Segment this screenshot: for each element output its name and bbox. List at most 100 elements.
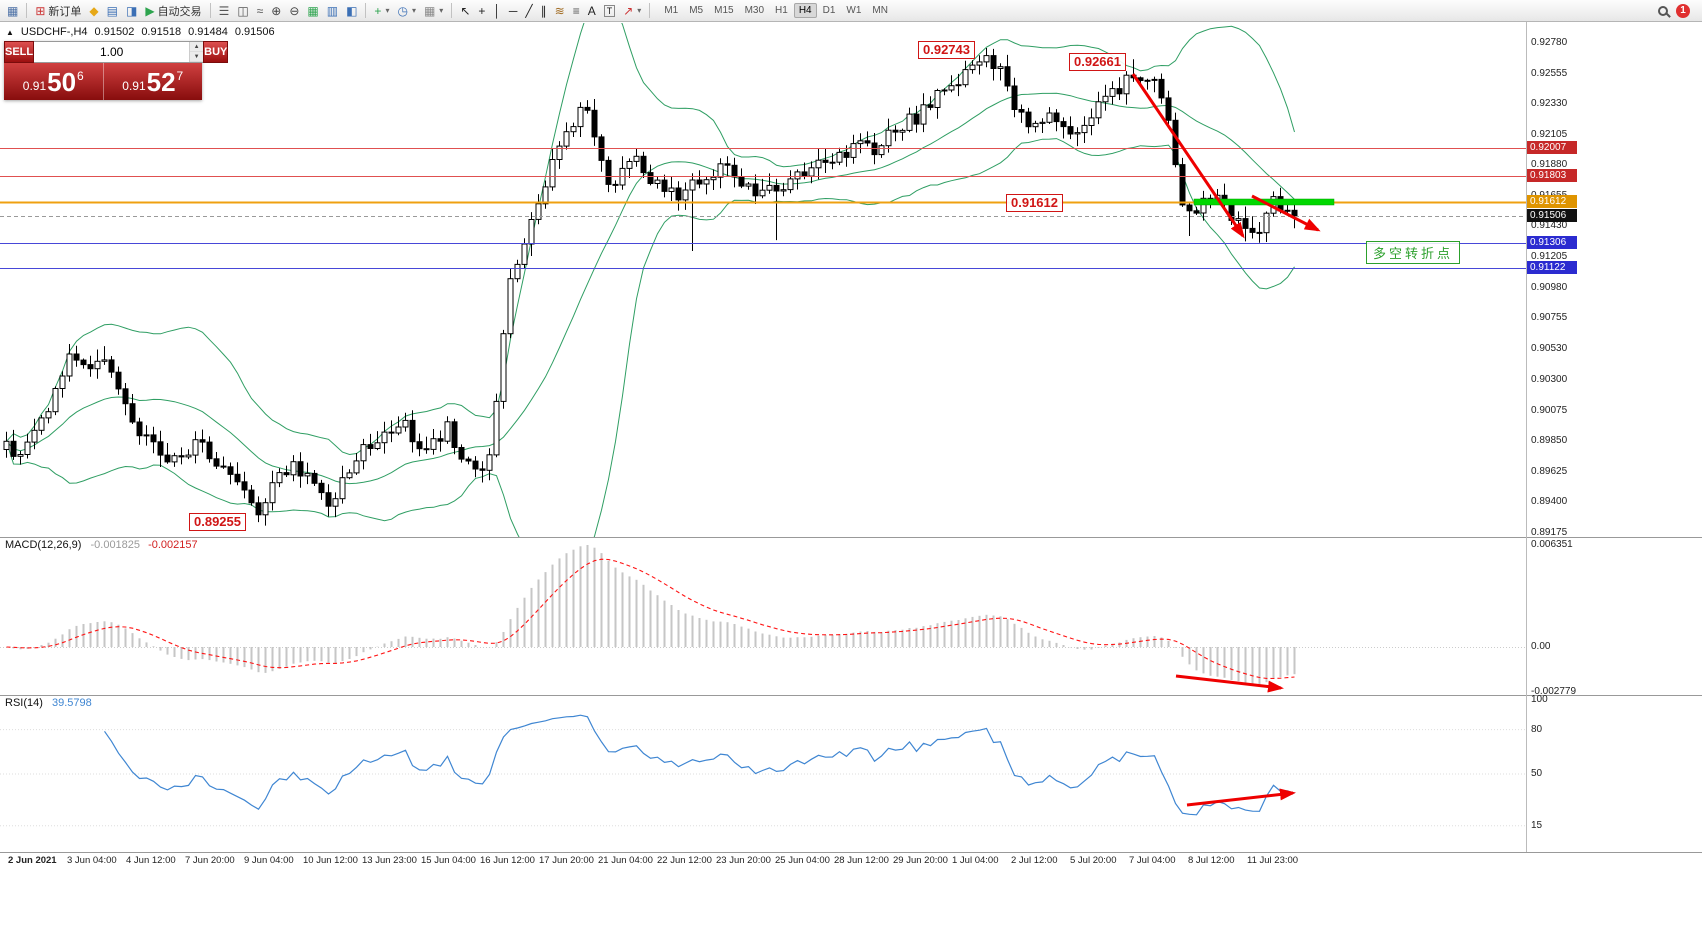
tile-windows-icon[interactable]: ▦ <box>304 2 321 20</box>
ask-price[interactable]: 0.91 52 7 <box>104 63 203 100</box>
timeframe-button-mn[interactable]: MN <box>872 5 888 16</box>
timeframe-button-d1[interactable]: D1 <box>822 5 836 16</box>
search-icon[interactable] <box>1658 5 1668 16</box>
zoom-in-icon[interactable]: ⊕ <box>268 2 284 20</box>
label-icon[interactable]: T <box>601 2 619 20</box>
fibonacci-icon[interactable]: ≋ <box>552 2 568 20</box>
rsi-line <box>104 714 1295 816</box>
wallet-icon[interactable]: ◆ <box>86 2 101 20</box>
date-axis-label: 9 Jun 04:00 <box>244 855 294 866</box>
toolbar-separator <box>649 3 651 18</box>
crosshair-icon[interactable]: + <box>475 2 488 20</box>
line-chart-icon-glyph: ≈ <box>256 3 264 18</box>
cursor-icon[interactable]: ↖ <box>457 2 473 20</box>
levels-icon[interactable]: ≡ <box>570 2 583 20</box>
volume-input[interactable] <box>34 42 190 62</box>
bollinger-middle-band <box>6 92 1295 485</box>
downtrend-arrow[interactable] <box>1131 73 1245 239</box>
new-order-button[interactable]: ⊞ 新订单 <box>32 2 84 20</box>
ask-pipette: 7 <box>176 68 184 83</box>
date-axis-label: 23 Jun 20:00 <box>716 855 771 866</box>
date-axis-label: 15 Jun 04:00 <box>421 855 476 866</box>
macd-downtrend-arrow[interactable] <box>1175 674 1284 693</box>
main-price-chart <box>0 23 1526 537</box>
arrange-windows-icon[interactable]: ▥ <box>324 2 341 20</box>
macd-signal-line <box>6 558 1295 680</box>
date-axis-label: 5 Jul 20:00 <box>1070 855 1117 866</box>
toolbar-group: ☰ ◫ ≈ ⊕ ⊖ ▦ ▥ ◧ <box>216 2 361 20</box>
timeframe-button-m15[interactable]: M15 <box>714 5 734 16</box>
one-click-trading-panel: SELL ▲ ▼ BUY 0.91 50 6 0.91 52 7 <box>4 41 229 100</box>
cascade-windows-icon-glyph: ◧ <box>346 3 358 18</box>
bid-pipette: 6 <box>77 68 84 83</box>
price-scale-tick: 0.92105 <box>1531 128 1568 140</box>
timeframe-button-h1[interactable]: H1 <box>775 5 788 16</box>
data-window-icon[interactable]: ◨ <box>123 2 140 20</box>
price-annotation-label: 0.91612 <box>1006 194 1063 212</box>
price-annotation-label: 0.92661 <box>1069 53 1126 71</box>
buy-button[interactable]: BUY <box>203 41 229 63</box>
templates-icon[interactable]: ▦ ▾ <box>421 2 446 20</box>
periods-icon[interactable]: ◷ ▾ <box>394 2 419 20</box>
rsi-scale-label: 50 <box>1531 768 1543 779</box>
dropdown-caret-icon[interactable]: ▾ <box>411 6 416 15</box>
toolbar-separator <box>26 3 28 18</box>
toolbar-separator <box>365 3 367 18</box>
resistance-line-91803-tag: 0.91803 <box>1527 168 1577 182</box>
data-window-icon-glyph: ◨ <box>125 3 138 18</box>
date-axis-label: 3 Jun 04:00 <box>67 855 117 866</box>
timeframe-button-m1[interactable]: M1 <box>664 5 679 16</box>
trendline-icon[interactable]: ╱ <box>522 2 535 20</box>
candlestick-series <box>3 48 1298 526</box>
rejection-arrow[interactable] <box>1251 194 1321 232</box>
dropdown-caret-icon[interactable]: ▾ <box>385 6 390 15</box>
price-scale-tick: 0.89175 <box>1531 527 1568 538</box>
tile-windows-icon-glyph: ▦ <box>307 3 319 18</box>
dropdown-caret-icon[interactable]: ▾ <box>637 6 642 15</box>
bid-prefix: 0.91 <box>22 78 47 93</box>
notification-badge[interactable]: 1 <box>1676 3 1690 18</box>
auto-trading-button[interactable]: ▶ 自动交易 <box>142 2 204 20</box>
bid-price[interactable]: 0.91 50 6 <box>4 63 104 100</box>
text-icon[interactable]: A <box>585 2 599 20</box>
date-axis-label: 16 Jun 12:00 <box>480 855 535 866</box>
dropdown-caret-icon[interactable]: ▾ <box>439 6 444 15</box>
bar-chart-icon[interactable]: ☰ <box>216 2 233 20</box>
vertical-line-icon-glyph: │ <box>493 3 501 18</box>
cascade-windows-icon[interactable]: ◧ <box>343 2 360 20</box>
date-axis-label: 13 Jun 23:00 <box>362 855 417 866</box>
line-chart-icon[interactable]: ≈ <box>254 2 267 20</box>
shapes-icon[interactable]: ↗ ▾ <box>620 2 644 20</box>
toolbar-separator <box>209 3 211 18</box>
date-axis-label: 25 Jun 04:00 <box>775 855 830 866</box>
timeframe-button-w1[interactable]: W1 <box>846 5 862 16</box>
volume-field: ▲ ▼ <box>34 41 204 63</box>
macd-title: MACD(12,26,9) <box>5 539 82 551</box>
market-watch-icon[interactable]: ▤ <box>104 2 121 20</box>
new-order-button-label: 新订单 <box>48 5 82 18</box>
timeframe-button-m30[interactable]: M30 <box>744 5 765 16</box>
date-axis-label: 7 Jun 20:00 <box>185 855 235 866</box>
candlestick-chart-icon[interactable]: ◫ <box>234 2 251 20</box>
horizontal-line-icon[interactable]: ─ <box>506 2 521 20</box>
rsi-panel <box>0 714 1526 827</box>
bollinger-lower-band <box>6 138 1295 537</box>
wallet-icon-glyph: ◆ <box>89 3 99 18</box>
sell-button[interactable]: SELL <box>4 41 35 63</box>
volume-up-button[interactable]: ▲ <box>190 42 204 52</box>
terminal-icon[interactable]: ▦ <box>4 2 21 20</box>
ohlc-open: 0.91502 <box>94 26 135 38</box>
text-icon-glyph: A <box>587 3 596 18</box>
rsi-recovery-arrow[interactable] <box>1186 788 1296 807</box>
channel-icon[interactable]: ∥ <box>538 2 550 20</box>
indicators-icon[interactable]: + ▾ <box>371 2 392 20</box>
volume-down-button[interactable]: ▼ <box>190 52 204 62</box>
shapes-icon-glyph: ↗ <box>623 3 634 18</box>
price-scale-tick: 0.90980 <box>1531 281 1568 293</box>
timeframe-button-m5[interactable]: M5 <box>689 5 704 16</box>
zoom-out-icon[interactable]: ⊖ <box>286 2 302 20</box>
collapse-panel-arrow[interactable]: ▲ <box>6 27 14 37</box>
vertical-line-icon[interactable]: │ <box>490 2 504 20</box>
date-axis-label: 17 Jun 20:00 <box>539 855 594 866</box>
timeframe-button-h4[interactable]: H4 <box>793 3 817 18</box>
